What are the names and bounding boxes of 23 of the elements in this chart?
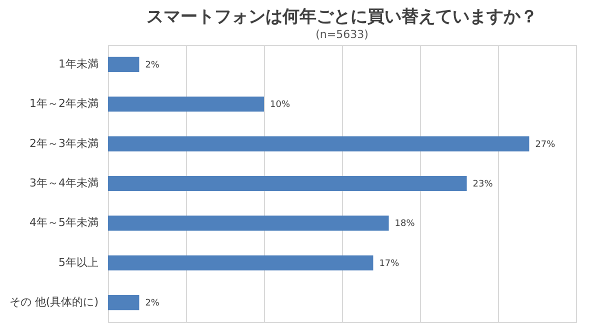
y-tick-label: 3年～4年未満 xyxy=(30,176,98,190)
y-tick-label: 5年以上 xyxy=(58,256,98,269)
chart-title: スマートフォンは何年ごとに買い替えていますか？ xyxy=(146,7,538,27)
data-label: 17% xyxy=(379,258,400,269)
data-label: 18% xyxy=(394,219,416,230)
y-tick-label: 2年～3年未満 xyxy=(30,136,98,150)
data-label: 10% xyxy=(270,100,290,110)
data-label: 23% xyxy=(472,180,494,190)
bar xyxy=(108,255,374,270)
data-label: 27% xyxy=(535,140,556,150)
y-tick-label: 1年～2年未満 xyxy=(30,97,98,110)
bar xyxy=(108,56,140,72)
bar xyxy=(108,136,530,152)
bar xyxy=(108,96,264,112)
bar xyxy=(108,176,467,192)
bar xyxy=(108,216,389,231)
data-label: 2% xyxy=(145,60,160,70)
y-tick-label: 1年未満 xyxy=(58,57,98,70)
data-label: 2% xyxy=(145,298,160,309)
chart-subtitle: (n=5633) xyxy=(316,28,368,41)
bar xyxy=(108,295,140,310)
y-tick-label: その 他(具体的に) xyxy=(9,296,98,309)
y-tick-label: 4年～5年未満 xyxy=(30,216,98,230)
